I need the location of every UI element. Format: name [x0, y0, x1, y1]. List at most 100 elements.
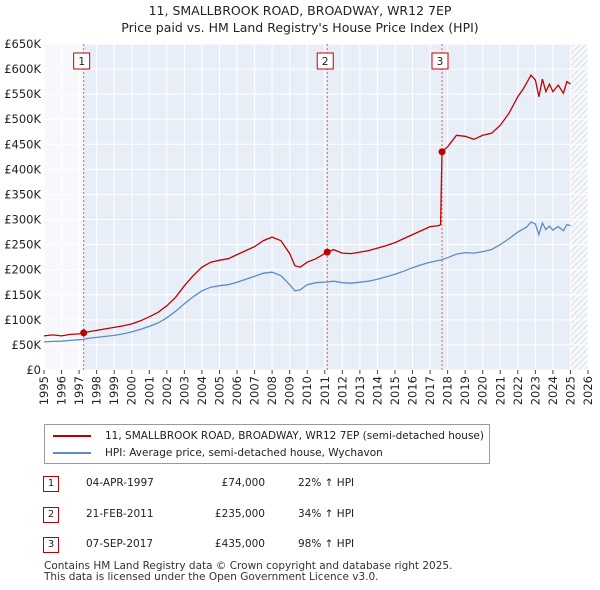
- legend-item-property: 11, SMALLBROOK ROAD, BROADWAY, WR12 7EP …: [53, 428, 484, 444]
- y-tick-label: £350K: [4, 187, 41, 201]
- hatch-line: [570, 282, 588, 301]
- y-tick-label: £600K: [4, 62, 41, 76]
- price-chart: £0 £50K £100K £150K £200K £250K £300K £350K £400…: [4, 24, 595, 405]
- shaded-period: [44, 44, 84, 370]
- legend-item-hpi: HPI: Average price, semi-detached house,…: [53, 445, 383, 461]
- transaction-price: £74,000: [221, 477, 265, 489]
- y-tick-label: £150K: [4, 288, 41, 302]
- x-tick-label: 2015: [388, 376, 402, 405]
- footer-credit: Contains HM Land Registry data © Crown c…: [44, 561, 452, 583]
- x-tick-label: 2010: [300, 376, 314, 405]
- hatch-line: [570, 258, 588, 277]
- hatch-line: [570, 78, 588, 97]
- y-tick-label: £450K: [4, 137, 41, 151]
- x-tick-label: 2019: [458, 376, 472, 405]
- sale-marker-label: 3: [437, 56, 444, 68]
- transaction-date: 21-FEB-2011: [86, 508, 154, 520]
- x-tick-label: 1996: [55, 376, 69, 405]
- hatch-line: [570, 156, 588, 175]
- hatch-line: [570, 132, 588, 151]
- x-tick-label: 2004: [195, 376, 209, 405]
- y-tick-label: £50K: [12, 338, 42, 352]
- hatch-line: [570, 180, 588, 199]
- x-tick-label: 2026: [581, 376, 595, 405]
- hatch-line: [570, 168, 588, 187]
- hatch-line: [570, 44, 575, 49]
- x-tick-label: 2009: [283, 376, 297, 405]
- hatch-line: [570, 144, 588, 163]
- hatch-line: [570, 108, 588, 127]
- hatch-line: [578, 360, 588, 370]
- chart-subtitle: Price paid vs. HM Land Registry's House …: [121, 20, 479, 35]
- transaction-row: 1 04-APR-1997 £74,000 22% ↑ HPI: [0, 476, 600, 496]
- hatch-line: [570, 270, 588, 289]
- x-tick-label: 2001: [142, 376, 156, 405]
- sale-marker-box: [316, 52, 334, 70]
- hatch-line: [570, 186, 588, 205]
- hatch-line: [570, 228, 588, 247]
- transaction-hpi-change: 22% ↑ HPI: [298, 477, 355, 489]
- y-tick-label: £400K: [4, 162, 41, 176]
- hatch-line: [570, 300, 588, 319]
- x-tick-label: 1999: [107, 376, 121, 405]
- hatch-line: [570, 240, 588, 259]
- x-tick-label: 2023: [528, 376, 542, 405]
- footer-licence: This data is licensed under the Open Gov…: [44, 571, 379, 583]
- transaction-price: £435,000: [214, 538, 265, 550]
- x-tick-label: 2014: [370, 376, 384, 405]
- hatch-line: [570, 24, 588, 42]
- sale-point: [438, 148, 446, 156]
- x-tick-label: 1998: [90, 376, 104, 405]
- x-tick-label: 2012: [335, 376, 349, 405]
- legend-label-hpi: HPI: Average price, semi-detached house,…: [105, 447, 383, 459]
- hatch-line: [570, 348, 588, 367]
- y-tick-label: £550K: [4, 87, 41, 101]
- hatch-line: [570, 162, 588, 181]
- x-tick-label: 2013: [353, 376, 367, 405]
- sale-marker-label: 2: [322, 56, 329, 68]
- hatch-line: [570, 138, 588, 157]
- chart-legend: 11, SMALLBROOK ROAD, BROADWAY, WR12 7EP …: [44, 424, 490, 464]
- x-tick-label: 2005: [212, 376, 226, 405]
- x-tick-label: 2025: [563, 376, 577, 405]
- y-tick-label: £100K: [4, 313, 41, 327]
- hatch-line: [570, 102, 588, 121]
- hatch-line: [570, 246, 588, 265]
- hatch-line: [570, 312, 588, 331]
- hatch-line: [572, 354, 588, 370]
- plot-background: [44, 44, 588, 370]
- y-tick-label: £250K: [4, 238, 41, 252]
- chart-title: 11, SMALLBROOK ROAD, BROADWAY, WR12 7EP: [148, 3, 452, 18]
- hatch-line: [570, 294, 588, 313]
- x-tick-label: 2008: [265, 376, 279, 405]
- x-tick-label: 2020: [476, 376, 490, 405]
- hatch-line: [570, 252, 588, 271]
- transaction-row: 3 07-SEP-2017 £435,000 98% ↑ HPI: [0, 537, 600, 557]
- hatch-line: [570, 198, 588, 217]
- transaction-number: 3: [43, 537, 59, 553]
- hatch-line: [570, 44, 587, 61]
- x-tick-label: 2016: [406, 376, 420, 405]
- hatch-line: [570, 48, 588, 67]
- x-tick-label: 2018: [441, 376, 455, 405]
- y-tick-label: £0: [26, 363, 41, 377]
- hatch-line: [570, 174, 588, 193]
- property-series-line: [43, 73, 571, 337]
- x-tick-label: 2017: [423, 376, 437, 405]
- x-tick-label: 2022: [511, 376, 525, 405]
- sale-point: [323, 248, 331, 256]
- hatch-line: [570, 90, 588, 109]
- sale-marker-box: [73, 52, 91, 70]
- x-tick-label: 2002: [160, 376, 174, 405]
- hatch-line: [570, 114, 588, 133]
- transaction-row: 2 21-FEB-2011 £235,000 34% ↑ HPI: [0, 507, 600, 527]
- legend-swatch-property: [53, 435, 91, 437]
- sale-marker-box: [431, 52, 449, 70]
- hatch-line: [570, 44, 581, 55]
- legend-label-property: 11, SMALLBROOK ROAD, BROADWAY, WR12 7EP …: [105, 430, 484, 442]
- hatch-line: [570, 306, 588, 325]
- sale-point: [80, 329, 88, 337]
- hatch-line: [570, 288, 588, 307]
- x-tick-label: 2003: [177, 376, 191, 405]
- y-tick-label: £300K: [4, 213, 41, 227]
